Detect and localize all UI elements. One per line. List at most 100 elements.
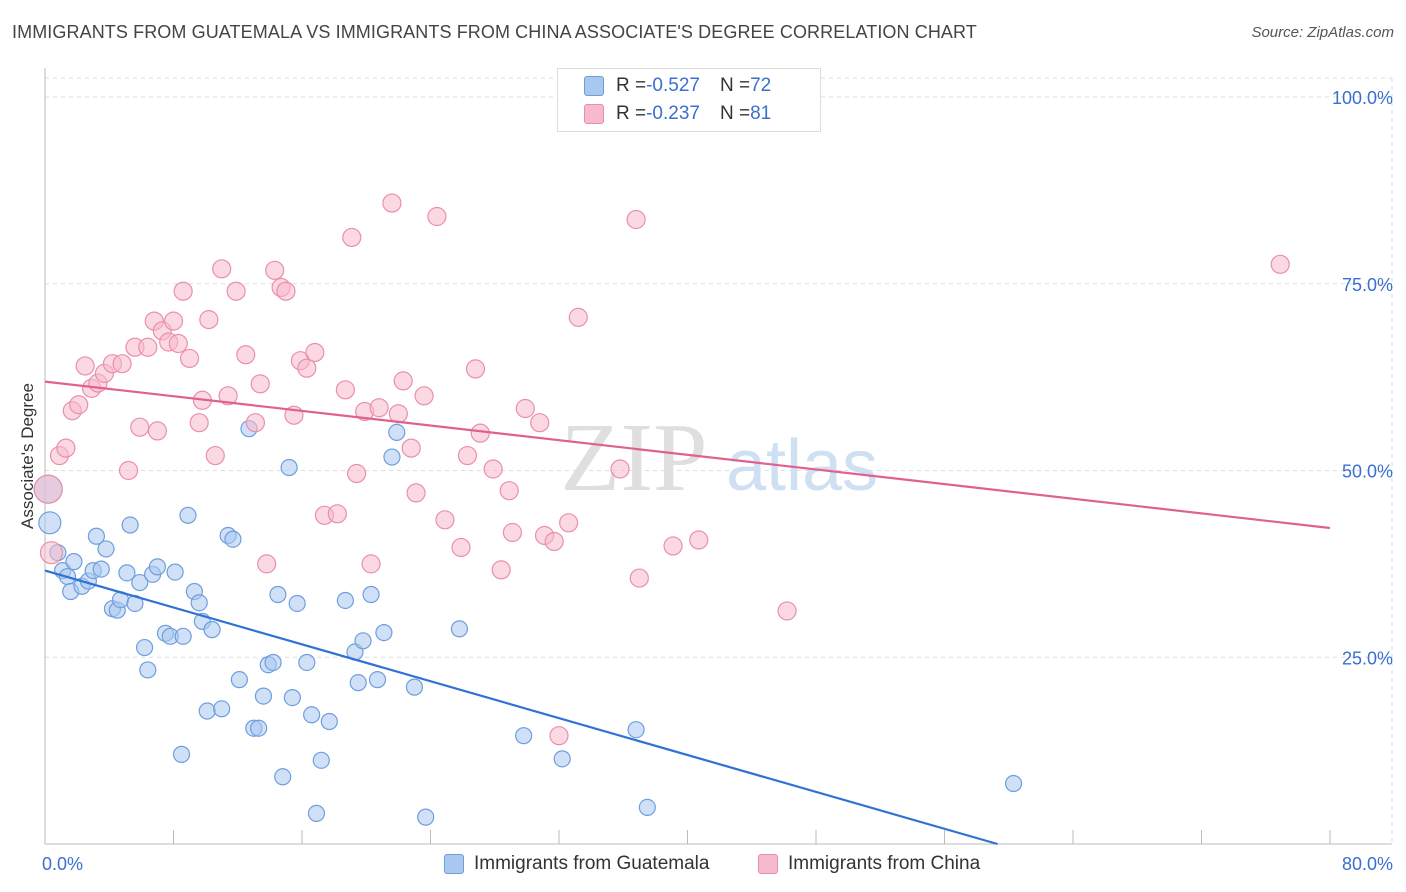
china-point (610, 459, 630, 479)
china-point (502, 522, 523, 543)
guatemala-point (87, 527, 106, 545)
china-point (69, 395, 89, 415)
china-point (327, 504, 347, 524)
legend-r-value: -0.527 (646, 75, 700, 96)
legend-n-value: 81 (750, 103, 772, 124)
china-point (515, 398, 535, 419)
guatemala-point (320, 712, 338, 731)
guatemala-point (405, 678, 424, 696)
china-point (297, 358, 317, 378)
china-point (56, 438, 76, 458)
china-point (335, 380, 355, 400)
china-point (427, 206, 447, 227)
x-tick-label: 80.0% (1342, 854, 1393, 874)
guatemala-point (203, 621, 221, 639)
china-point (406, 483, 426, 503)
guatemala-point (450, 620, 469, 638)
china-point (236, 345, 256, 365)
guatemala-point (230, 671, 248, 689)
guatemala-point (274, 768, 292, 786)
china-point (457, 445, 478, 466)
y-tick-label: 25.0% (1342, 648, 1393, 668)
series-name-china: Immigrants from China (788, 853, 981, 874)
legend-r-label: R = (616, 75, 647, 96)
guatemala-point (264, 653, 282, 672)
series-swatch-china (758, 854, 778, 874)
series-legend-guatemala: Immigrants from Guatemala (444, 852, 709, 876)
chart-title: IMMIGRANTS FROM GUATEMALA VS IMMIGRANTS … (12, 22, 977, 42)
china-point (544, 531, 564, 552)
china-point (530, 413, 550, 433)
china-point (199, 310, 219, 330)
guatemala-point (118, 564, 136, 582)
y-tick-label: 75.0% (1342, 275, 1393, 295)
legend-n-label: N = (719, 103, 751, 124)
china-point (1270, 254, 1290, 274)
china-point (138, 337, 158, 357)
china-point (33, 474, 63, 504)
china-point (39, 541, 64, 565)
trend-line-china (44, 380, 1331, 530)
china-point (559, 513, 579, 533)
china-point (483, 459, 503, 479)
china-point (777, 601, 797, 621)
guatemala-point (354, 632, 372, 650)
guatemala-point (198, 702, 216, 720)
china-point (369, 398, 389, 418)
china-point (179, 348, 200, 369)
watermark-atlas: atlas (726, 426, 878, 506)
guatemala-point (383, 448, 401, 466)
source-credit: Source: ZipAtlas.com (1251, 24, 1394, 41)
guatemala-point (254, 687, 273, 705)
series-china-points (33, 193, 1290, 746)
china-point (75, 356, 95, 376)
china-point (689, 530, 709, 550)
china-point (305, 342, 325, 363)
guatemala-point (121, 516, 139, 534)
china-point (499, 481, 519, 501)
legend-r-label: R = (616, 103, 647, 124)
correlation-legend: R = -0.527 N = 72 R = -0.237 N = 81 (557, 68, 821, 132)
guatemala-point (388, 423, 406, 442)
guatemala-point (174, 627, 192, 645)
china-point (130, 417, 150, 437)
china-point (549, 726, 569, 746)
china-point (451, 537, 471, 558)
guatemala-point (298, 653, 316, 672)
guatemala-point (190, 594, 208, 612)
trend-line-guatemala (44, 569, 998, 846)
guatemala-point (224, 530, 242, 548)
guatemala-point (135, 638, 154, 657)
watermark-zip: ZIP (561, 404, 708, 512)
series-legend-china: Immigrants from China (758, 852, 980, 876)
guatemala-point (250, 719, 268, 737)
china-point (388, 404, 408, 424)
guatemala-point (303, 706, 321, 724)
china-point (470, 423, 490, 443)
guatemala-point (288, 594, 306, 613)
china-point (212, 259, 232, 279)
china-point (382, 193, 402, 213)
guatemala-point (131, 573, 149, 592)
guatemala-point (65, 553, 83, 571)
china-point (393, 371, 413, 391)
china-point (491, 560, 511, 580)
series-swatch-guatemala (444, 854, 464, 874)
guatemala-point (92, 560, 110, 578)
guatemala-point (172, 745, 191, 763)
china-point (257, 554, 277, 574)
china-point (147, 421, 168, 441)
china-point (414, 386, 434, 406)
guatemala-point (362, 585, 380, 604)
guatemala-point (417, 808, 435, 826)
guatemala-point (312, 751, 330, 769)
guatemala-point (553, 750, 571, 768)
trend-lines (44, 380, 1331, 846)
guatemala-point (179, 506, 197, 524)
china-point (568, 307, 588, 327)
axes (44, 68, 1392, 845)
guatemala-point (269, 585, 287, 604)
china-point (218, 386, 238, 406)
china-point (465, 359, 486, 379)
legend-swatch-guatemala (584, 76, 604, 96)
